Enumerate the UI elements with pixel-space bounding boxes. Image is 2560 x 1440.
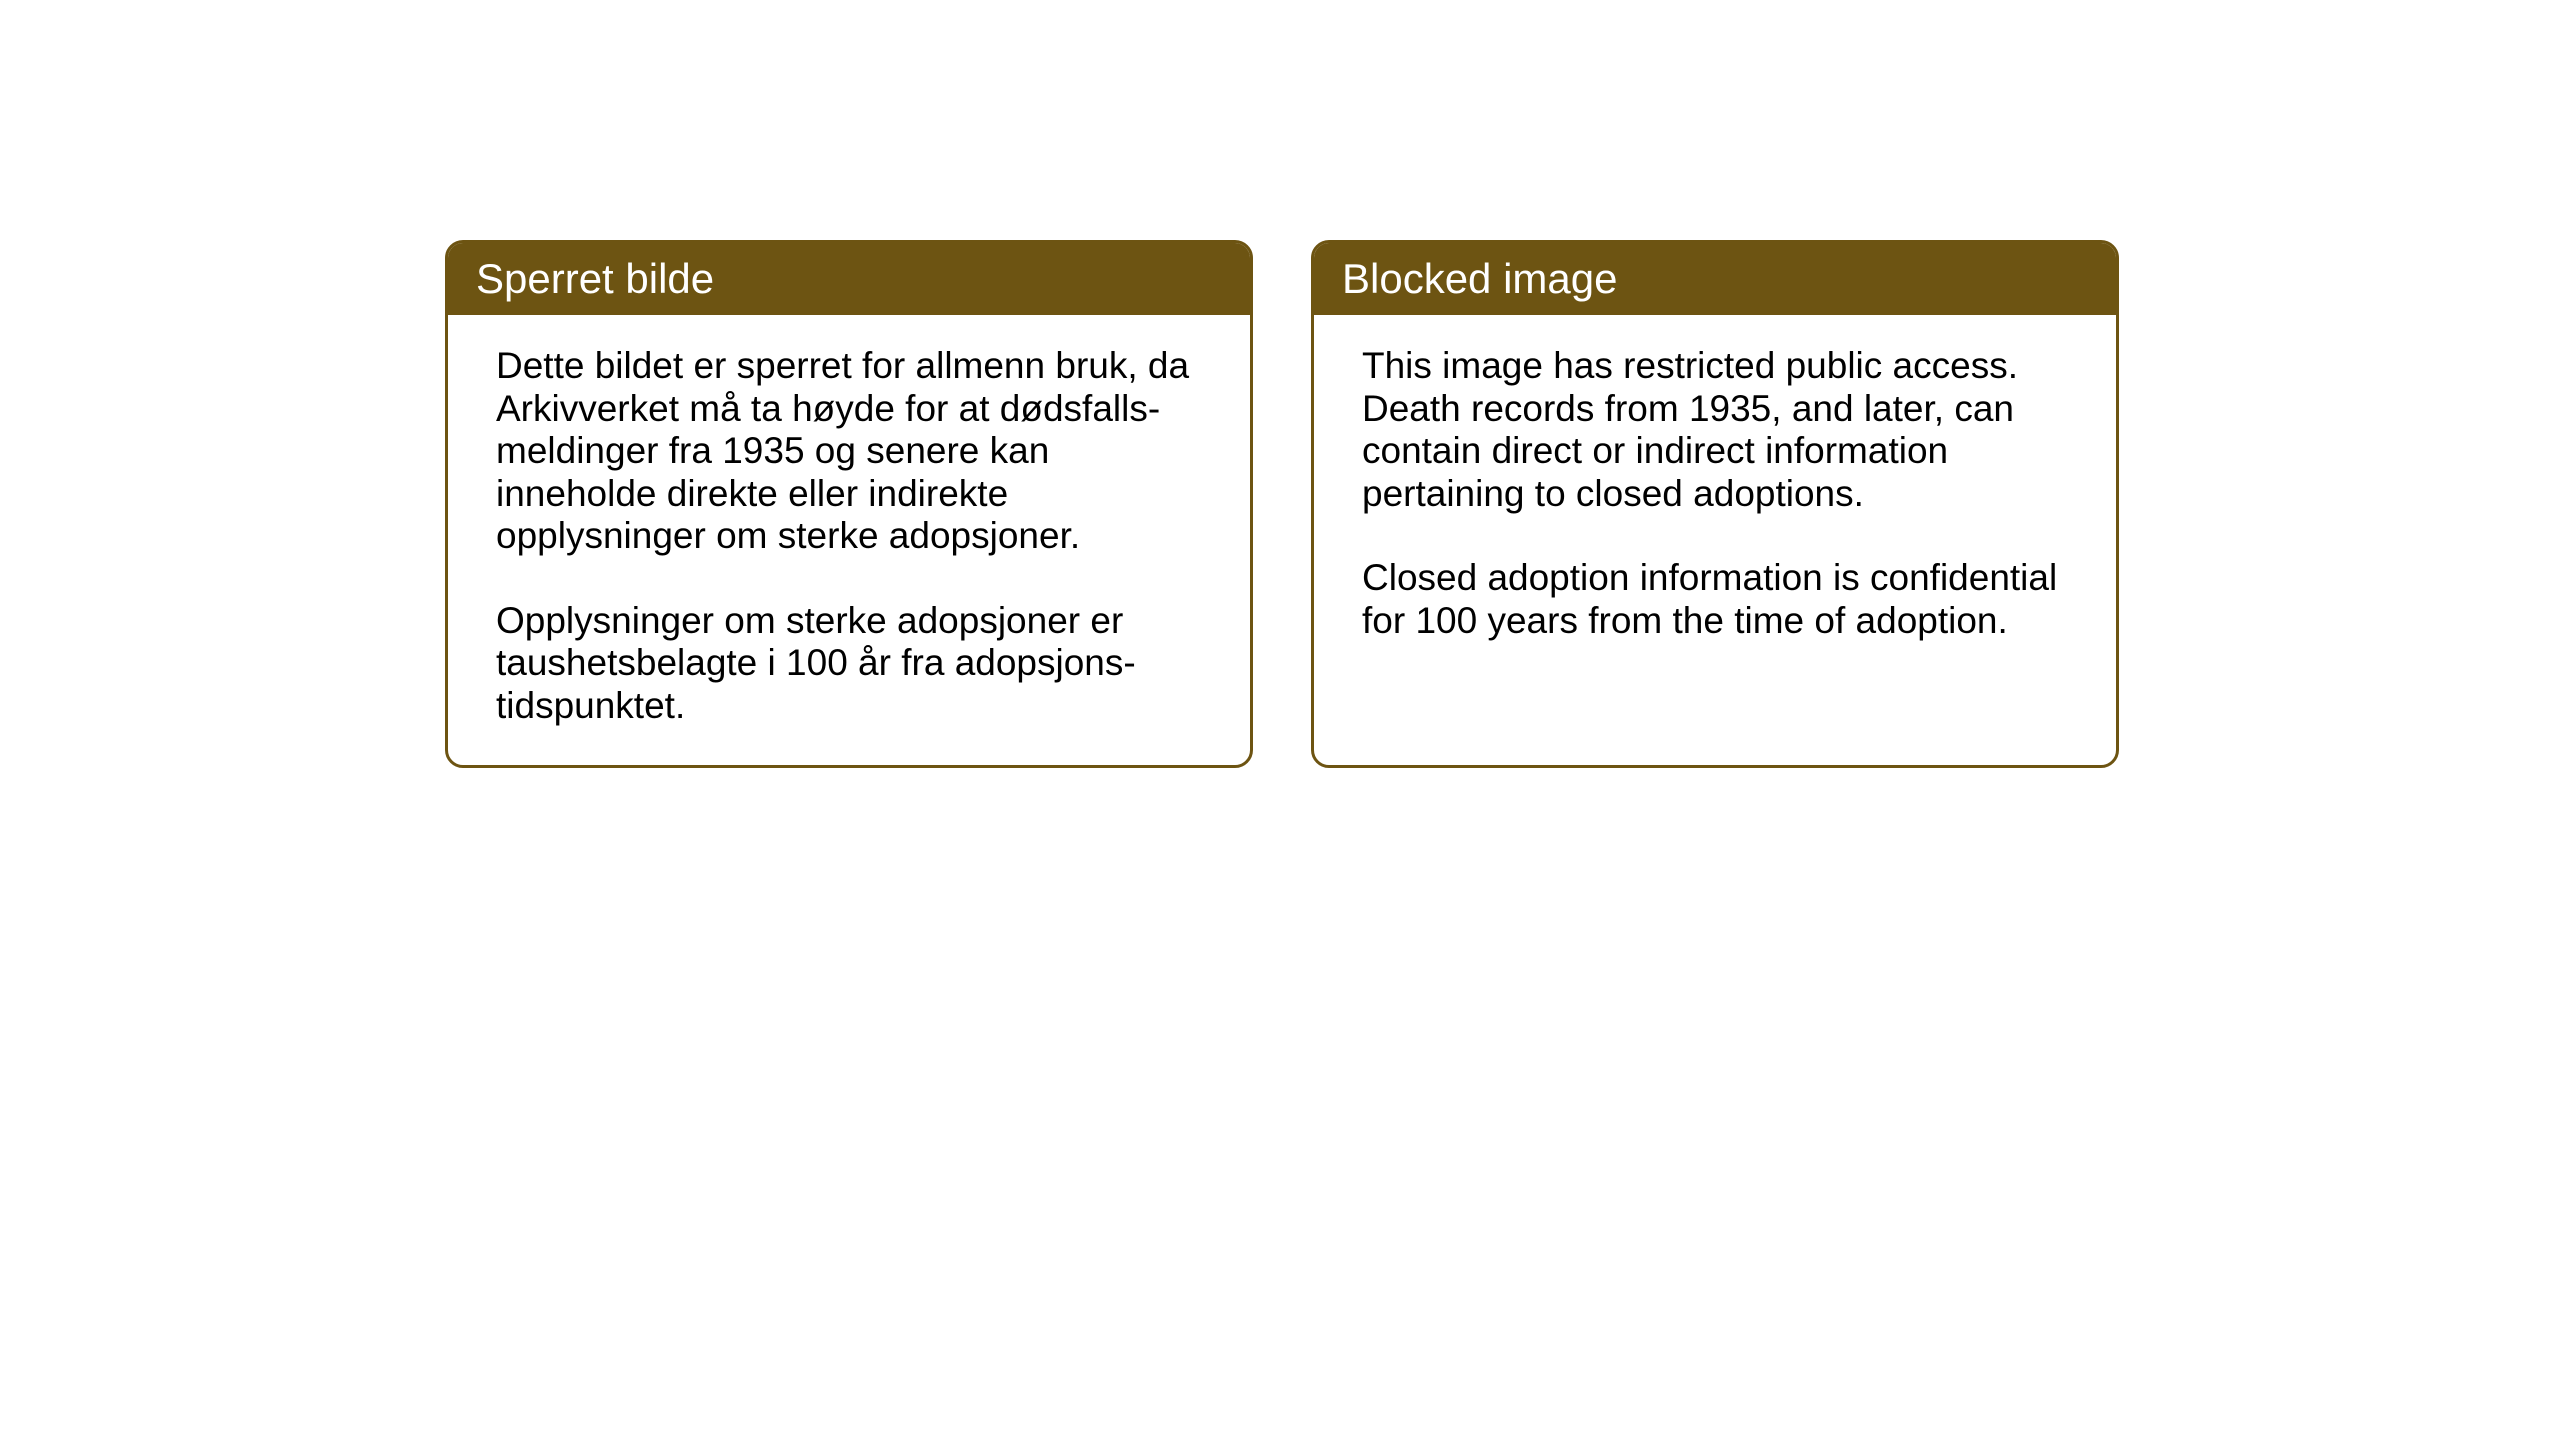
norwegian-paragraph-2: Opplysninger om sterke adopsjoner er tau… — [496, 600, 1202, 728]
english-card-title: Blocked image — [1314, 243, 2116, 315]
norwegian-card-body: Dette bildet er sperret for allmenn bruk… — [448, 315, 1250, 765]
norwegian-card-title: Sperret bilde — [448, 243, 1250, 315]
english-paragraph-2: Closed adoption information is confident… — [1362, 557, 2068, 642]
notice-cards-container: Sperret bilde Dette bildet er sperret fo… — [445, 240, 2119, 768]
norwegian-paragraph-1: Dette bildet er sperret for allmenn bruk… — [496, 345, 1202, 558]
english-paragraph-1: This image has restricted public access.… — [1362, 345, 2068, 515]
english-notice-card: Blocked image This image has restricted … — [1311, 240, 2119, 768]
english-card-body: This image has restricted public access.… — [1314, 315, 2116, 747]
norwegian-notice-card: Sperret bilde Dette bildet er sperret fo… — [445, 240, 1253, 768]
